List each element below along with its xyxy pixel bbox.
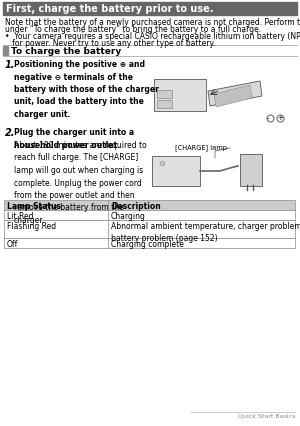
Text: Off: Off: [7, 240, 18, 249]
Text: 2.: 2.: [5, 128, 16, 138]
Text: under “To charge the battery” to bring the battery to a full charge.: under “To charge the battery” to bring t…: [5, 25, 261, 34]
Text: Lit Red: Lit Red: [7, 212, 34, 221]
Text: 1.: 1.: [5, 60, 16, 70]
Bar: [240, 154, 262, 186]
Text: +: +: [277, 115, 283, 121]
Bar: [4, 220, 295, 238]
Bar: [4, 210, 295, 220]
Text: Note that the battery of a newly purchased camera is not charged. Perform the st: Note that the battery of a newly purchas…: [5, 18, 300, 27]
Bar: [154, 79, 206, 111]
Text: First, charge the battery prior to use.: First, charge the battery prior to use.: [6, 3, 214, 14]
Text: Description: Description: [111, 202, 161, 211]
Polygon shape: [208, 81, 262, 106]
Text: Flashing Red: Flashing Red: [7, 222, 56, 231]
Text: Plug the charger unit into a
household power outlet.: Plug the charger unit into a household p…: [14, 128, 134, 150]
Text: Quick Start Basics: Quick Start Basics: [238, 414, 295, 419]
Text: Lamp Status: Lamp Status: [7, 202, 61, 211]
Bar: [157, 100, 172, 108]
Bar: [152, 156, 200, 186]
Text: To charge the battery: To charge the battery: [11, 47, 121, 56]
Bar: [3, 2, 297, 15]
Text: Charging: Charging: [111, 212, 146, 221]
Text: [CHARGE] lamp: [CHARGE] lamp: [175, 144, 227, 151]
Text: Abnormal ambient temperature, charger problem, or
battery problem (page 152): Abnormal ambient temperature, charger pr…: [111, 222, 300, 243]
Text: Positioning the positive ⊕ and
negative ⊖ terminals of the
battery with those of: Positioning the positive ⊕ and negative …: [14, 60, 159, 119]
Text: for power. Never try to use any other type of battery.: for power. Never try to use any other ty…: [5, 39, 215, 48]
Bar: [4, 238, 295, 248]
Text: Charging complete: Charging complete: [111, 240, 184, 249]
Bar: [157, 90, 172, 98]
Bar: [3, 46, 8, 55]
Text: •  Your camera requires a special CASIO rechargeable lithium ion battery (NP-120: • Your camera requires a special CASIO r…: [5, 32, 300, 41]
Polygon shape: [214, 85, 252, 107]
Bar: [4, 200, 295, 210]
Text: -: -: [267, 115, 269, 121]
Text: About 180 minutes are required to
reach full charge. The [CHARGE]
lamp will go o: About 180 minutes are required to reach …: [14, 141, 147, 225]
